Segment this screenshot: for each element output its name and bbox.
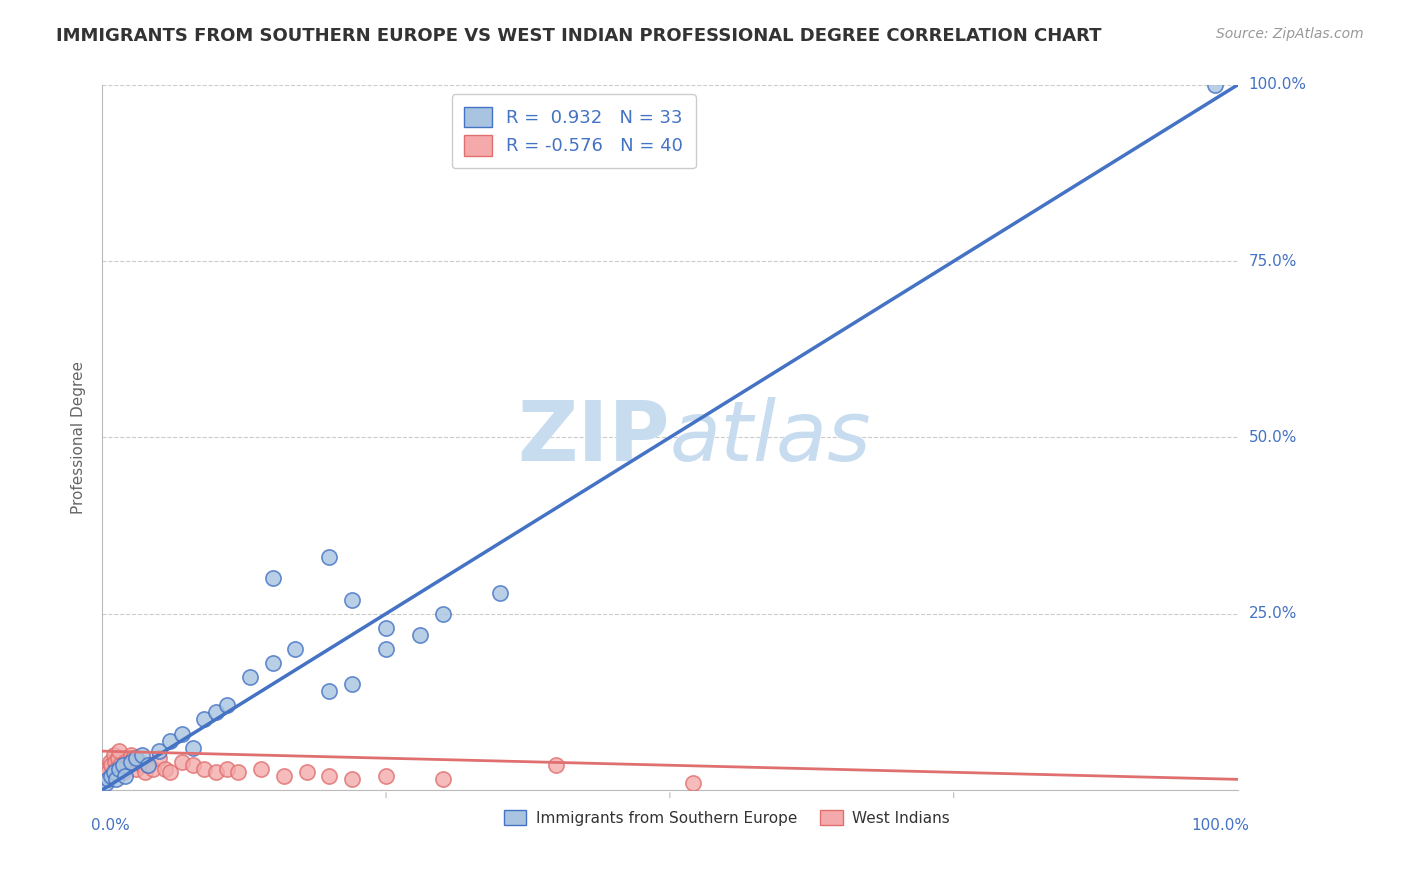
Point xyxy=(93,769,115,783)
Text: ZIP: ZIP xyxy=(517,397,669,478)
Point xyxy=(125,751,148,765)
Point xyxy=(153,762,176,776)
Point xyxy=(148,751,170,765)
Point xyxy=(170,755,193,769)
Point xyxy=(682,776,704,790)
Point xyxy=(217,762,239,776)
Point xyxy=(340,592,363,607)
Point xyxy=(375,641,398,656)
Point xyxy=(120,747,142,762)
Point xyxy=(170,726,193,740)
Point xyxy=(318,769,340,783)
Point xyxy=(262,656,284,670)
Point xyxy=(250,762,273,776)
Point xyxy=(284,641,307,656)
Point xyxy=(121,751,143,765)
Point xyxy=(159,733,181,747)
Point xyxy=(100,758,122,772)
Text: IMMIGRANTS FROM SOUTHERN EUROPE VS WEST INDIAN PROFESSIONAL DEGREE CORRELATION C: IMMIGRANTS FROM SOUTHERN EUROPE VS WEST … xyxy=(56,27,1102,45)
Point xyxy=(262,571,284,585)
Point xyxy=(111,765,134,780)
Point xyxy=(318,684,340,698)
Point xyxy=(136,758,159,772)
Point xyxy=(100,769,122,783)
Point xyxy=(98,755,121,769)
Text: 0.0%: 0.0% xyxy=(91,818,129,833)
Point xyxy=(546,758,568,772)
Point xyxy=(1204,78,1226,92)
Point xyxy=(131,747,153,762)
Point xyxy=(340,772,363,787)
Text: Source: ZipAtlas.com: Source: ZipAtlas.com xyxy=(1216,27,1364,41)
Point xyxy=(217,698,239,713)
Point xyxy=(115,758,138,772)
Point xyxy=(375,769,398,783)
Point xyxy=(409,628,432,642)
Text: atlas: atlas xyxy=(669,397,872,478)
Point xyxy=(97,765,120,780)
Point xyxy=(97,772,120,787)
Point xyxy=(107,751,129,765)
Legend: Immigrants from Southern Europe, West Indians: Immigrants from Southern Europe, West In… xyxy=(498,804,956,831)
Point xyxy=(128,755,150,769)
Point xyxy=(96,762,118,776)
Point xyxy=(114,769,136,783)
Text: 100.0%: 100.0% xyxy=(1249,78,1306,93)
Point xyxy=(193,713,215,727)
Point xyxy=(295,765,318,780)
Point xyxy=(204,706,226,720)
Point xyxy=(108,744,131,758)
Point xyxy=(181,758,204,772)
Point xyxy=(273,769,295,783)
Point xyxy=(103,747,125,762)
Point xyxy=(159,765,181,780)
Text: 25.0%: 25.0% xyxy=(1249,607,1296,621)
Point xyxy=(193,762,215,776)
Point xyxy=(94,776,117,790)
Y-axis label: Professional Degree: Professional Degree xyxy=(72,361,86,514)
Point xyxy=(131,758,153,772)
Point xyxy=(114,755,136,769)
Point xyxy=(432,772,454,787)
Point xyxy=(136,758,159,772)
Point xyxy=(432,607,454,621)
Point xyxy=(110,758,132,772)
Point xyxy=(340,677,363,691)
Point xyxy=(120,755,142,769)
Point xyxy=(103,765,125,780)
Text: 50.0%: 50.0% xyxy=(1249,430,1296,445)
Point xyxy=(318,550,340,565)
Point xyxy=(111,758,134,772)
Point xyxy=(204,765,226,780)
Point xyxy=(104,772,127,787)
Point xyxy=(142,762,165,776)
Point xyxy=(375,621,398,635)
Point xyxy=(239,670,262,684)
Point xyxy=(104,755,127,769)
Text: 100.0%: 100.0% xyxy=(1191,818,1249,833)
Point xyxy=(181,740,204,755)
Point xyxy=(148,744,170,758)
Point xyxy=(108,762,131,776)
Text: 75.0%: 75.0% xyxy=(1249,253,1296,268)
Point xyxy=(104,762,127,776)
Point xyxy=(125,762,148,776)
Point xyxy=(488,585,510,599)
Point xyxy=(228,765,250,780)
Point xyxy=(134,765,156,780)
